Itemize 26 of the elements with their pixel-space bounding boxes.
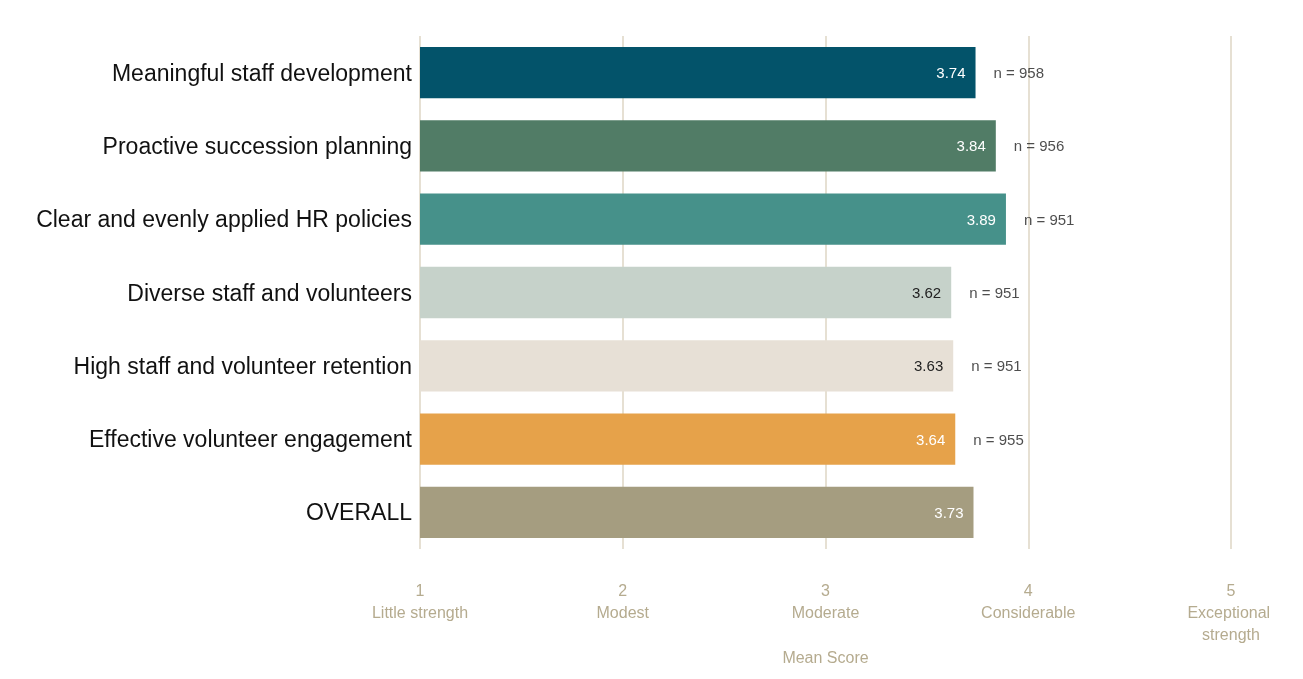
x-axis-title: Mean Score (782, 649, 869, 667)
x-tick-label: 5 Exceptional strength (1187, 581, 1275, 643)
y-tick-label: Clear and evenly applied HR policies (36, 206, 412, 233)
y-tick-label: High staff and volunteer retention (73, 352, 412, 379)
annotation: n = 958 (993, 64, 1044, 82)
x-tick-label: 3 Moderate (791, 581, 860, 621)
x-tick-label: 1 Little strength (371, 581, 469, 621)
annotation: n = 951 (1023, 210, 1075, 228)
data-label: 3.63 (914, 357, 944, 375)
y-tick-label: Diverse staff and volunteers (127, 279, 412, 306)
data-label: 3.74 (936, 64, 966, 82)
data-label: 3.89 (966, 210, 996, 228)
data-label: 3.62 (912, 284, 942, 301)
annotation: n = 951 (969, 284, 1020, 301)
annotation: n = 955 (973, 430, 1024, 448)
x-tick-label: 4 Considerable (981, 581, 1076, 621)
y-tick-label: Effective volunteer engagement (88, 426, 413, 453)
y-tick-label: OVERALL (305, 499, 413, 526)
data-label: 3.73 (934, 503, 964, 521)
data-label: 3.84 (956, 137, 986, 155)
x-tick-label: 2 Modest (596, 581, 650, 621)
data-label: 3.64 (916, 430, 946, 448)
annotation: n = 956 (1013, 137, 1065, 155)
annotation: n = 951 (971, 357, 1022, 375)
y-tick-label: Meaningful staff development (111, 59, 413, 86)
y-tick-label: Proactive succession planning (102, 132, 412, 159)
